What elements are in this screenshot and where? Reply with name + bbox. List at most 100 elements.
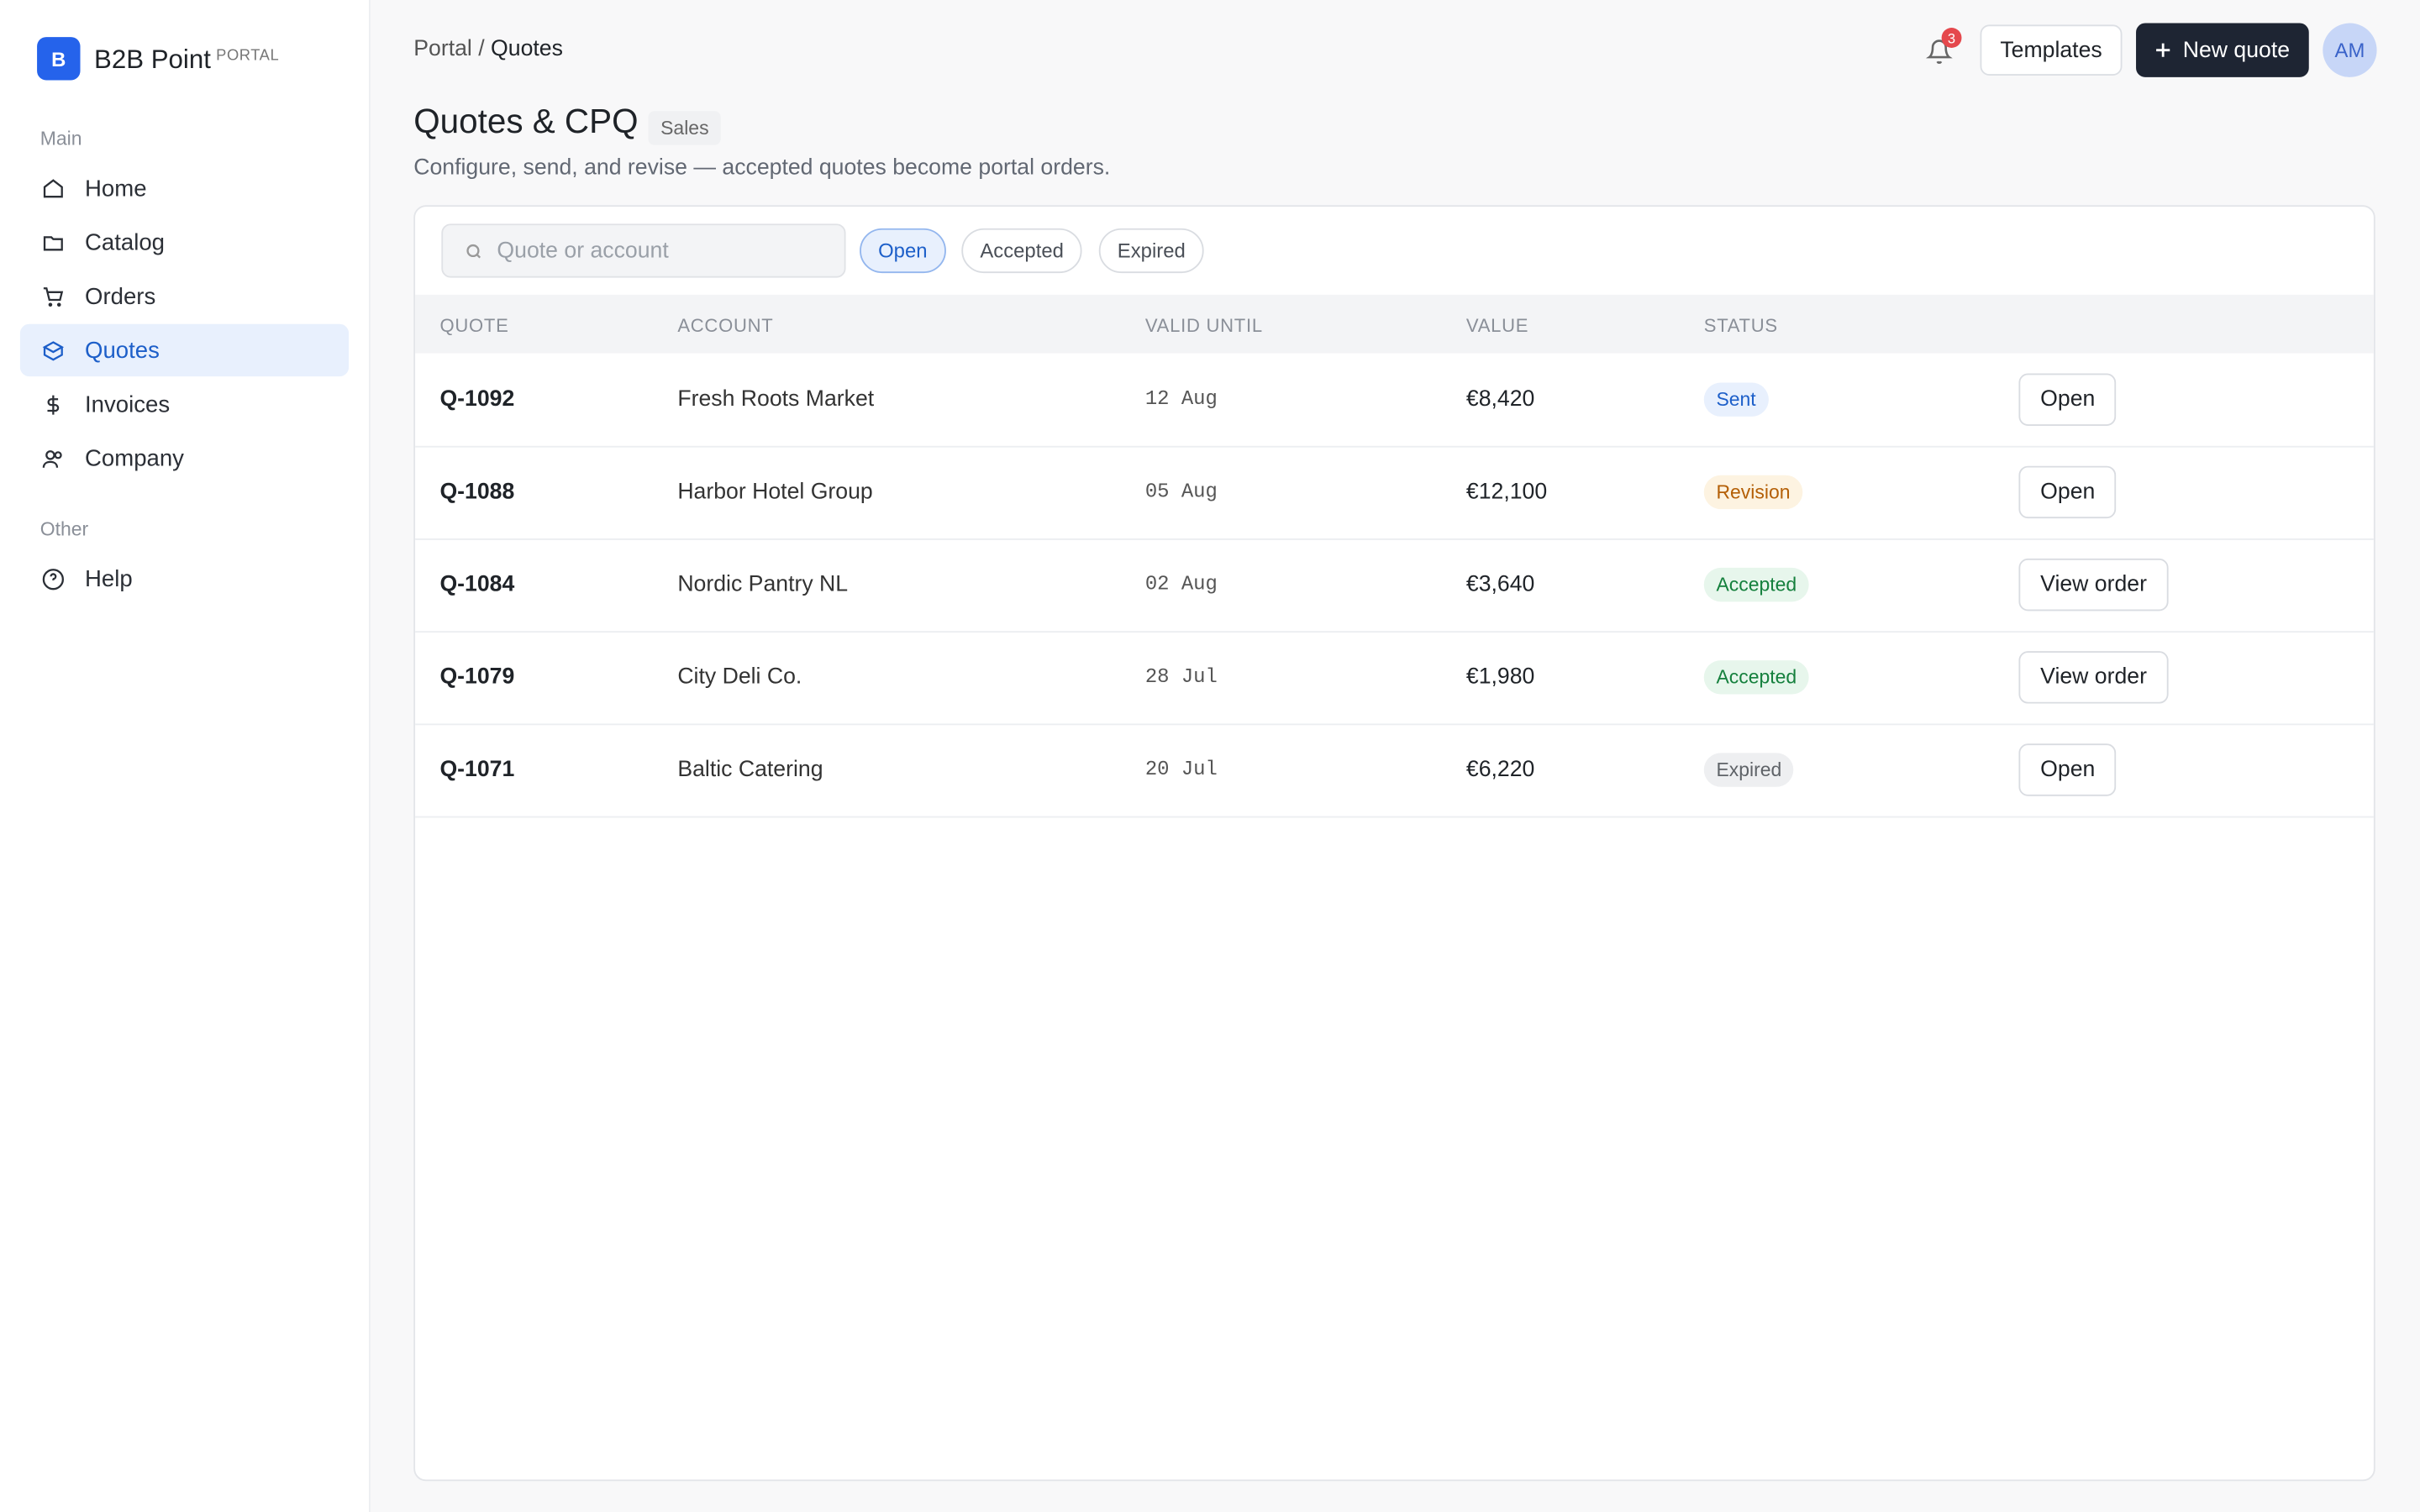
status-pill: Accepted [1703, 567, 1809, 601]
nav-icon [42, 449, 62, 467]
table-header: QUOTE ACCOUNT VALID UNTIL VALUE STATUS [415, 294, 2374, 354]
nav-label: Quotes [85, 337, 160, 364]
value: €12,100 [1465, 479, 1548, 504]
nav-icon [42, 340, 65, 360]
row-action-button[interactable]: View order [2018, 650, 2169, 703]
status-pill: Accepted [1703, 659, 1809, 694]
search-input[interactable]: Quote or account [441, 223, 846, 278]
action-cell: View order [2018, 538, 2169, 629]
action-cell: Open [2018, 446, 2118, 537]
page-title: Quotes & CPQ [413, 102, 639, 141]
nav-item[interactable]: Help [20, 553, 349, 605]
nav-label: Invoices [85, 391, 171, 417]
crumb-current: Quotes [491, 37, 563, 62]
nav: Main Home Catalog Orders Quotes Invoices Compa… [0, 128, 369, 606]
valid-until: 20 Jul [1144, 757, 1218, 781]
action-cell: Open [2018, 354, 2118, 444]
avatar[interactable]: AM [2323, 23, 2377, 77]
row-action-button[interactable]: View order [2018, 557, 2169, 611]
status-cell: Expired [1703, 723, 1795, 814]
nav-label: Help [85, 565, 133, 592]
value: €3,640 [1465, 571, 1535, 596]
value: €1,980 [1465, 664, 1535, 690]
status-cell: Accepted [1703, 631, 1809, 722]
valid-until: 28 Jul [1144, 664, 1218, 689]
brand-tag: PORTAL [216, 47, 280, 66]
templates-button[interactable]: Templates [1980, 24, 2123, 76]
row-action-button[interactable]: Open [2018, 372, 2118, 426]
account: Baltic Catering [677, 756, 823, 782]
table-row: Q-1092 Fresh Roots Market 12 Aug €8,420 Sent… [415, 354, 2374, 448]
filter-chip[interactable]: Accepted [961, 228, 1082, 274]
plus-icon [2156, 43, 2170, 57]
nav-label: Company [85, 444, 184, 472]
search-icon [466, 244, 481, 259]
account: Harbor Hotel Group [677, 479, 873, 504]
nav-section-title: Other [39, 518, 89, 540]
column-header: VALID UNTIL [1144, 314, 1263, 337]
value: €8,420 [1465, 386, 1535, 412]
column-header: STATUS [1703, 314, 1778, 337]
valid-until: 05 Aug [1144, 480, 1218, 503]
new-quote-button[interactable]: New quote [2136, 23, 2309, 77]
main: Portal / Quotes 3 Templates New quote AM… [371, 0, 2420, 1512]
nav-icon [42, 568, 64, 590]
table-row: Q-1071 Baltic Catering 20 Jul €6,220 Expired… [415, 723, 2374, 818]
crumb[interactable]: Portal [413, 37, 472, 62]
status-pill: Expired [1703, 752, 1795, 786]
status-pill: Sent [1703, 381, 1769, 417]
value: €6,220 [1465, 756, 1535, 782]
nav-icon [43, 286, 64, 307]
quote-id: Q-1088 [439, 479, 515, 504]
valid-until: 12 Aug [1144, 387, 1218, 411]
notifications[interactable]: 3 [1926, 28, 1962, 66]
action-cell: Open [2018, 723, 2118, 814]
nav-label: Orders [85, 283, 156, 310]
sidebar: B B2B Point PORTAL Main Home Catalog Orders… [0, 0, 371, 1512]
quote-id: Q-1092 [439, 386, 515, 412]
column-header: ACCOUNT [677, 314, 774, 337]
brand-name: B2B Point [94, 45, 211, 75]
filter-chip[interactable]: Expired [1098, 228, 1204, 274]
nav-section-title: Main [39, 128, 82, 150]
column-header: VALUE [1465, 314, 1529, 337]
breadcrumb: Portal / Quotes [413, 37, 563, 61]
quote-id: Q-1071 [439, 756, 515, 782]
crumb-sep: / [478, 37, 485, 62]
account: City Deli Co. [677, 664, 802, 690]
nav-icon [43, 235, 63, 250]
notification-count: 3 [1941, 28, 1962, 48]
column-header: QUOTE [439, 314, 509, 337]
nav-label: Catalog [85, 228, 165, 255]
status-cell: Accepted [1703, 538, 1809, 629]
nav-item[interactable]: Catalog [20, 216, 349, 268]
account: Fresh Roots Market [677, 386, 875, 412]
quote-id: Q-1079 [439, 664, 515, 690]
page-subtitle: Configure, send, and revise — accepted q… [413, 155, 1111, 181]
filter-chip[interactable]: Open [860, 228, 946, 274]
nav-item[interactable]: Invoices [20, 378, 349, 430]
table-row: Q-1088 Harbor Hotel Group 05 Aug €12,100 Rev… [415, 446, 2374, 540]
nav-icon [47, 394, 60, 414]
status-cell: Sent [1703, 354, 1769, 444]
bell-icon [1926, 39, 1953, 64]
nav-icon [43, 178, 63, 197]
row-action-button[interactable]: Open [2018, 465, 2118, 518]
action-cell: View order [2018, 631, 2169, 722]
status-pill: Revision [1703, 474, 1803, 509]
new-quote-label: New quote [2182, 38, 2291, 63]
nav-item[interactable]: Home [20, 162, 349, 214]
valid-until: 02 Aug [1144, 572, 1218, 596]
page-badge: Sales [648, 111, 722, 145]
quotes-card: Quote or account Open Accepted Expired QUO… [413, 205, 2375, 1482]
row-action-button[interactable]: Open [2018, 743, 2118, 795]
nav-item[interactable]: Orders [20, 270, 349, 322]
status-cell: Revision [1703, 446, 1803, 537]
nav-item[interactable]: Company [20, 432, 349, 484]
nav-label: Home [85, 175, 147, 202]
nav-item[interactable]: Quotes [19, 323, 350, 377]
table-row: Q-1079 City Deli Co. 28 Jul €1,980 Accepted V… [415, 631, 2374, 726]
